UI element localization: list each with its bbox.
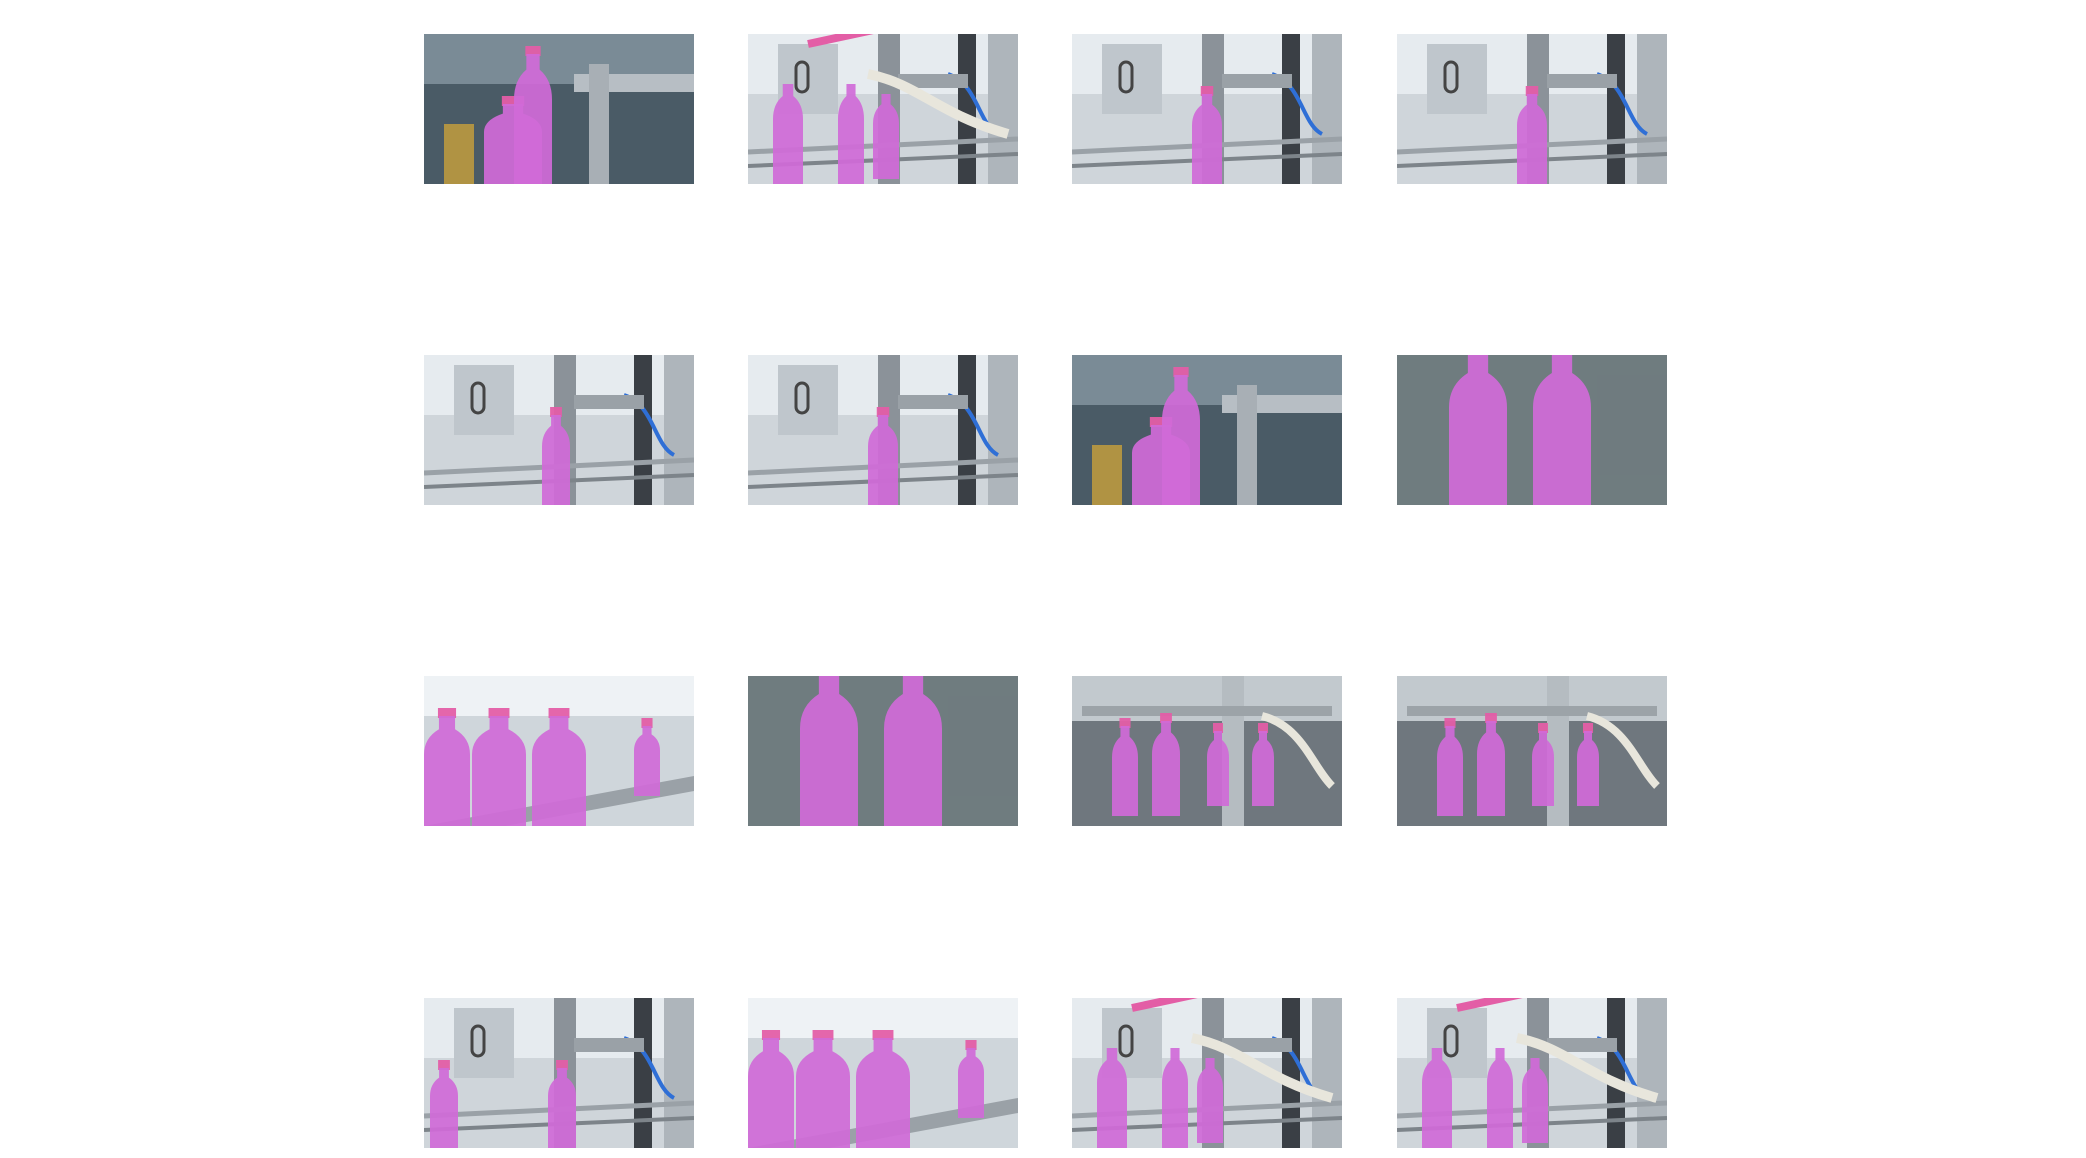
bottle-segmentation-image bbox=[424, 34, 694, 184]
image-thumbnail[interactable] bbox=[1072, 998, 1342, 1148]
image-thumbnail[interactable] bbox=[1072, 34, 1342, 184]
image-thumbnail[interactable] bbox=[1397, 676, 1667, 826]
bottle-segmentation-image bbox=[1072, 998, 1342, 1148]
image-thumbnail[interactable] bbox=[424, 355, 694, 505]
image-thumbnail[interactable] bbox=[748, 34, 1018, 184]
bottle-segmentation-image bbox=[748, 355, 1018, 505]
image-thumbnail[interactable] bbox=[1397, 34, 1667, 184]
image-thumbnail[interactable] bbox=[748, 998, 1018, 1148]
bottle-segmentation-image bbox=[1397, 998, 1667, 1148]
bottle-segmentation-image bbox=[1397, 676, 1667, 826]
bottle-segmentation-image bbox=[424, 998, 694, 1148]
bottle-segmentation-image bbox=[1072, 355, 1342, 505]
bottle-segmentation-image bbox=[424, 355, 694, 505]
image-thumbnail[interactable] bbox=[424, 34, 694, 184]
image-thumbnail[interactable] bbox=[748, 676, 1018, 826]
bottle-segmentation-image bbox=[1072, 676, 1342, 826]
image-thumbnail[interactable] bbox=[1072, 355, 1342, 505]
bottle-segmentation-image bbox=[1397, 34, 1667, 184]
image-thumbnail[interactable] bbox=[424, 676, 694, 826]
image-thumbnail[interactable] bbox=[1072, 676, 1342, 826]
image-thumbnail[interactable] bbox=[424, 998, 694, 1148]
bottle-segmentation-image bbox=[1072, 34, 1342, 184]
image-thumbnail[interactable] bbox=[1397, 998, 1667, 1148]
bottle-segmentation-image bbox=[1397, 355, 1667, 505]
bottle-segmentation-image bbox=[424, 676, 694, 826]
image-thumbnail[interactable] bbox=[1397, 355, 1667, 505]
image-thumbnail[interactable] bbox=[748, 355, 1018, 505]
bottle-segmentation-image bbox=[748, 34, 1018, 184]
bottle-segmentation-image bbox=[748, 676, 1018, 826]
bottle-segmentation-image bbox=[748, 998, 1018, 1148]
